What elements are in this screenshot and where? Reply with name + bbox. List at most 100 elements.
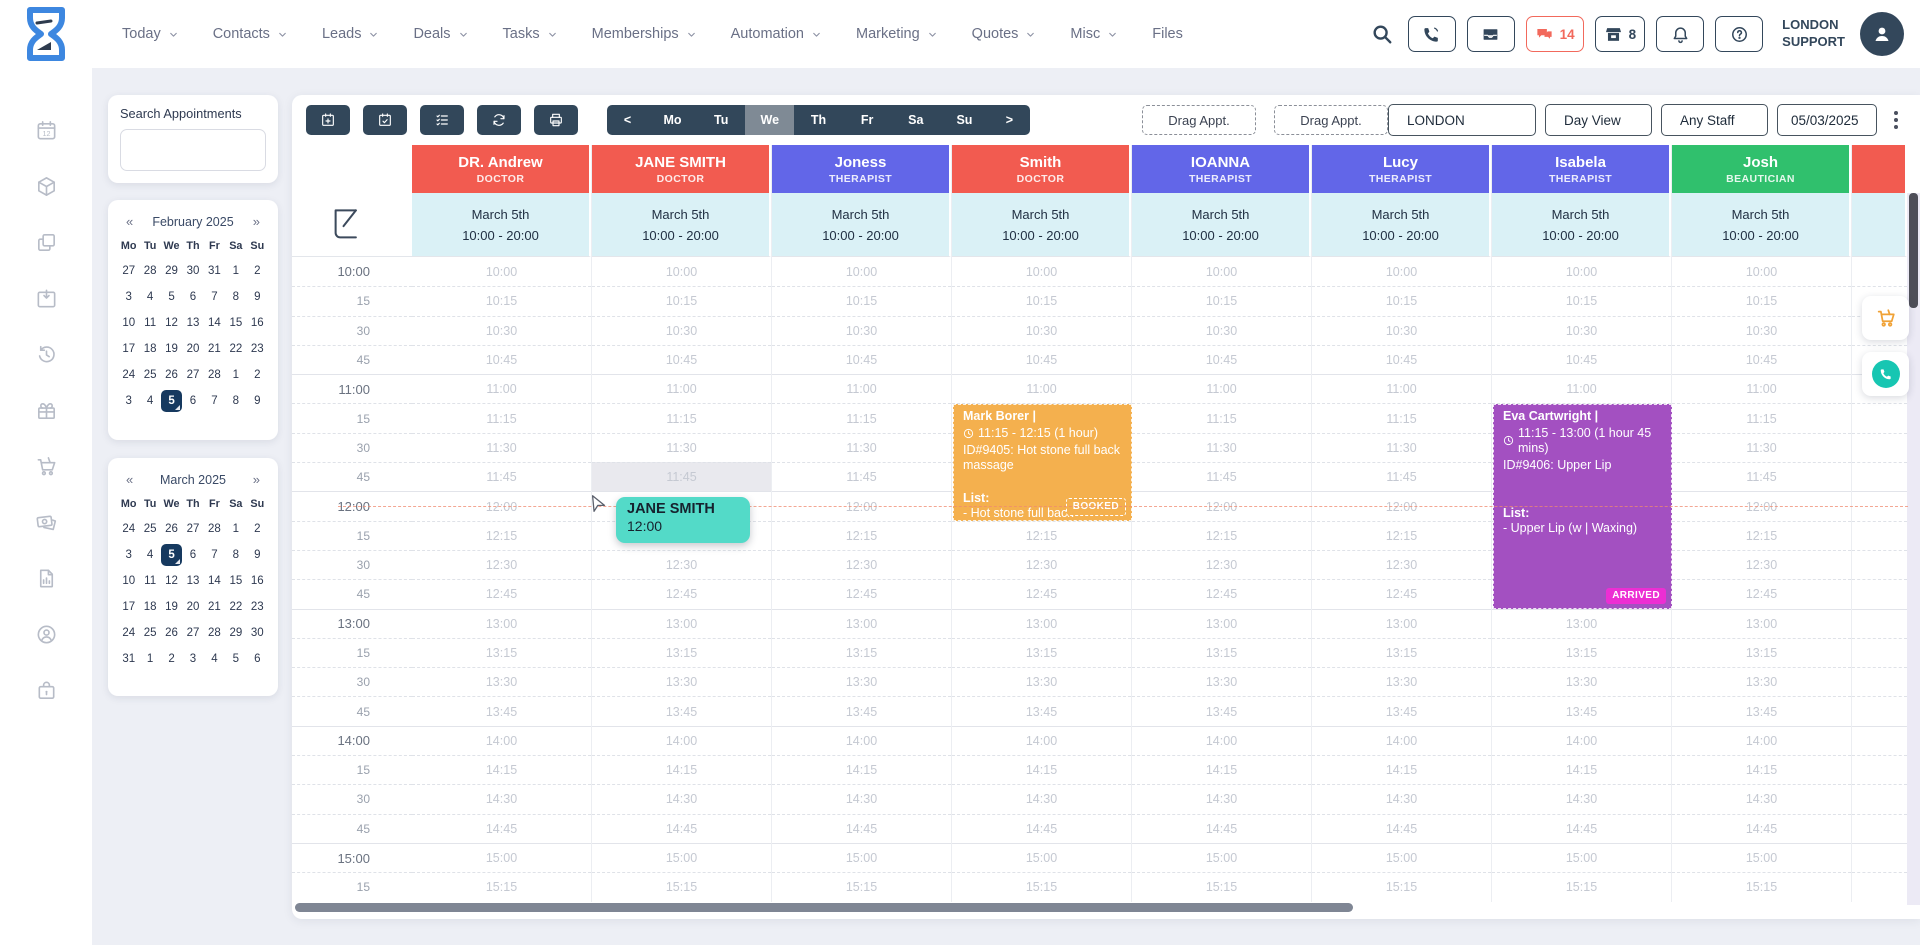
calendar-day[interactable]: 3 (125, 395, 132, 407)
schedule-slot[interactable]: 15:00 (952, 842, 1131, 872)
calendar-day[interactable]: 7 (211, 549, 218, 561)
calendar-day[interactable]: 1 (146, 653, 154, 665)
calendar-day[interactable]: 30 (186, 265, 200, 277)
sidebar-case-lock-icon[interactable] (0, 662, 92, 718)
help-button[interactable] (1715, 16, 1764, 52)
schedule-slot[interactable]: 12:45 (412, 579, 591, 608)
inbox-button[interactable] (1466, 16, 1515, 52)
calendar-day-selected[interactable]: 5 (160, 390, 183, 412)
schedule-slot[interactable]: 11:15 (412, 403, 591, 432)
schedule-slot[interactable] (1852, 520, 1907, 550)
schedule-slot[interactable]: 14:15 (772, 755, 951, 784)
schedule-slot[interactable]: 10:45 (1492, 344, 1671, 374)
schedule-slot[interactable]: 14:15 (1132, 755, 1311, 784)
schedule-slot[interactable]: 14:45 (592, 813, 771, 843)
schedule-slot[interactable]: 14:45 (1492, 813, 1671, 843)
schedule-slot[interactable]: 12:15 (772, 520, 951, 550)
week-next-button[interactable]: > (1005, 113, 1013, 127)
schedule-slot[interactable]: 10:30 (412, 315, 591, 345)
schedule-slot[interactable]: 13:45 (1672, 696, 1851, 725)
appointment-block[interactable]: Mark Borer | 11:15 - 12:15 (1 hour) ID#9… (953, 403, 1132, 521)
schedule-slot[interactable]: 11:00 (412, 374, 591, 403)
schedule-slot[interactable]: 11:30 (1672, 432, 1851, 462)
schedule-slot[interactable] (1852, 872, 1907, 901)
calendar-day[interactable]: 9 (254, 549, 261, 561)
schedule-slot[interactable]: 11:45 (772, 462, 951, 491)
schedule-slot[interactable]: 13:15 (1672, 637, 1851, 667)
staff-header[interactable]: Smith DOCTOR (952, 145, 1131, 193)
week-day-mo[interactable]: Mo (663, 113, 682, 127)
calendar-day[interactable]: 28 (208, 627, 221, 639)
schedule-slot[interactable]: 15:15 (412, 872, 591, 901)
staff-header[interactable] (1852, 145, 1907, 193)
calendar-day[interactable]: 17 (122, 343, 136, 355)
schedule-slot[interactable]: 12:45 (1312, 579, 1491, 608)
schedule-slot[interactable]: 13:30 (412, 667, 591, 696)
sidebar-copy-icon[interactable] (0, 214, 92, 270)
schedule-slot[interactable]: 14:30 (772, 784, 951, 813)
schedule-slot[interactable]: 15:15 (1132, 872, 1311, 901)
floating-phone-button[interactable] (1862, 352, 1909, 396)
schedule-slot[interactable] (1852, 842, 1907, 872)
schedule-slot[interactable]: 12:45 (592, 579, 771, 608)
schedule-slot[interactable]: 13:30 (952, 667, 1131, 696)
calendar-day[interactable]: 1 (232, 265, 240, 277)
schedule-slot[interactable]: 11:15 (1672, 403, 1851, 432)
calendar-day[interactable]: 18 (143, 601, 157, 613)
calendar-day[interactable]: 1 (232, 369, 240, 381)
schedule-slot[interactable]: 11:00 (1492, 374, 1671, 403)
schedule-slot[interactable]: 14:30 (1312, 784, 1491, 813)
schedule-slot[interactable]: 14:30 (1492, 784, 1671, 813)
schedule-slot[interactable]: 12:45 (1672, 579, 1851, 608)
schedule-slot[interactable] (1852, 257, 1907, 286)
toolbar-refresh-button[interactable] (477, 105, 521, 135)
schedule-slot[interactable]: 11:30 (412, 432, 591, 462)
view-select[interactable]: Day View (1545, 104, 1652, 136)
calendar-day[interactable]: 28 (143, 265, 157, 277)
sidebar-history-icon[interactable] (0, 326, 92, 382)
search-appointments-input[interactable] (120, 129, 266, 171)
calendar-day[interactable]: 22 (229, 601, 243, 613)
schedule-slot[interactable] (1852, 813, 1907, 843)
calendar-day[interactable]: 21 (208, 601, 221, 613)
toolbar-calendar-add-button[interactable] (306, 105, 350, 135)
calendar-day[interactable]: 27 (186, 523, 200, 535)
schedule-slot[interactable] (1852, 462, 1907, 491)
calendar-day[interactable]: 6 (254, 653, 261, 665)
schedule-slot[interactable]: 10:30 (952, 315, 1131, 345)
schedule-slot[interactable]: 14:30 (952, 784, 1131, 813)
sidebar-calendar-import-icon[interactable] (0, 270, 92, 326)
calendar-day[interactable]: 4 (146, 291, 154, 303)
schedule-slot[interactable]: 13:00 (1492, 608, 1671, 638)
schedule-slot[interactable]: 14:30 (412, 784, 591, 813)
schedule-slot[interactable]: 13:00 (772, 608, 951, 638)
calendar-day[interactable]: 28 (208, 523, 221, 535)
schedule-slot[interactable]: 14:30 (592, 784, 771, 813)
calendar-day[interactable]: 2 (254, 265, 261, 277)
schedule-slot[interactable]: 13:15 (592, 637, 771, 667)
calendar-day[interactable]: 8 (232, 291, 240, 303)
calendar-day[interactable]: 24 (122, 369, 136, 381)
schedule-slot[interactable]: 10:15 (772, 286, 951, 315)
sidebar-cart-icon[interactable] (0, 438, 92, 494)
schedule-slot[interactable]: 13:15 (1312, 637, 1491, 667)
schedule-slot[interactable]: 11:45 (412, 462, 591, 491)
schedule-slot[interactable] (1852, 608, 1907, 638)
calendar-day[interactable]: 9 (254, 291, 261, 303)
schedule-slot[interactable] (1852, 755, 1907, 784)
toolbar-calendar-check-button[interactable] (363, 105, 407, 135)
drag-appt-button-2[interactable]: Drag Appt. (1274, 105, 1388, 135)
sidebar-report-icon[interactable] (0, 550, 92, 606)
schedule-slot[interactable]: 11:30 (772, 432, 951, 462)
schedule-slot[interactable]: 15:15 (1672, 872, 1851, 901)
schedule-slot[interactable]: 12:30 (1312, 549, 1491, 579)
schedule-slot[interactable] (1852, 432, 1907, 462)
schedule-slot[interactable] (1852, 667, 1907, 696)
schedule-slot[interactable]: 13:45 (952, 696, 1131, 725)
schedule-slot[interactable]: 10:00 (1385, 264, 1418, 279)
calendar-day[interactable]: 23 (250, 601, 264, 613)
schedule-slot[interactable]: 10:45 (952, 344, 1131, 374)
calendar-day-selected[interactable]: 5 (160, 544, 183, 566)
schedule-slot[interactable]: 11:30 (1132, 432, 1311, 462)
calendar-day[interactable]: 18 (143, 343, 157, 355)
